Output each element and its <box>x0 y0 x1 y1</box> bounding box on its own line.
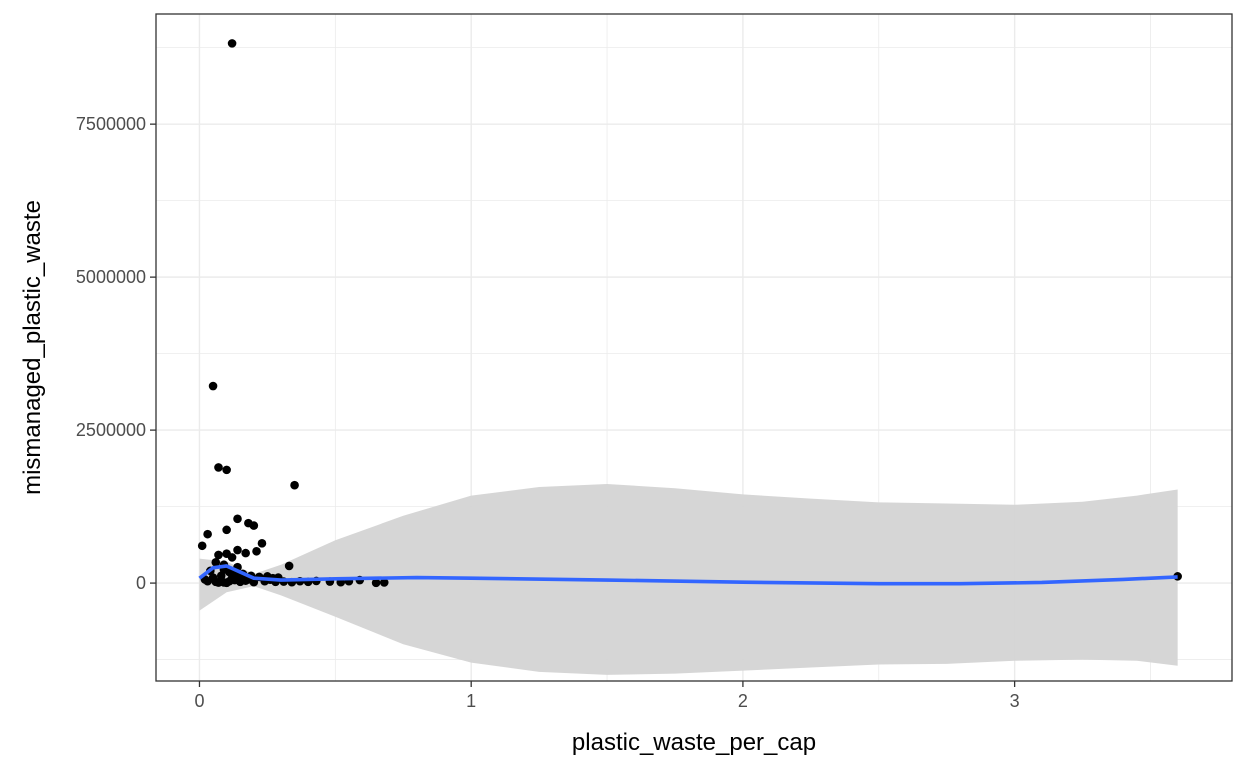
data-point <box>290 480 299 490</box>
plot-panel-border <box>155 13 1233 682</box>
data-point <box>208 381 218 391</box>
x-tick-label: 3 <box>1010 691 1020 711</box>
y-axis-title: mismanaged_plastic_waste <box>19 200 46 495</box>
data-point <box>257 539 267 548</box>
data-point <box>233 514 242 524</box>
data-point <box>227 553 237 562</box>
data-point <box>371 578 381 588</box>
y-tick-label: 0 <box>136 573 146 593</box>
y-tick-label: 5000000 <box>76 267 146 287</box>
data-point <box>214 550 223 560</box>
data-point <box>214 578 223 587</box>
data-points <box>197 39 1182 588</box>
y-tick-label: 2500000 <box>76 420 146 440</box>
data-point <box>227 39 237 48</box>
data-point <box>214 463 223 472</box>
x-tick-label: 1 <box>466 691 476 711</box>
data-point <box>241 548 250 558</box>
smooth-trend-line <box>198 564 1178 586</box>
x-axis: 0 1 2 3 <box>194 681 1020 711</box>
y-tick-label: 7500000 <box>76 114 146 134</box>
data-point <box>203 576 212 586</box>
data-point <box>252 546 261 556</box>
data-point <box>284 561 294 571</box>
x-axis-title: plastic_waste_per_cap <box>572 729 816 756</box>
data-point <box>197 541 207 551</box>
data-point <box>235 573 245 582</box>
data-point <box>222 465 231 475</box>
x-tick-label: 0 <box>194 691 204 711</box>
confidence-ribbon <box>199 483 1178 675</box>
data-point <box>222 578 231 588</box>
data-point <box>233 545 242 555</box>
x-tick-label: 2 <box>738 691 748 711</box>
data-point <box>211 557 221 567</box>
data-point <box>222 525 231 535</box>
data-point <box>379 578 389 587</box>
data-point <box>249 521 259 530</box>
y-axis: 0 2500000 5000000 7500000 <box>76 114 156 593</box>
data-point <box>203 529 212 539</box>
